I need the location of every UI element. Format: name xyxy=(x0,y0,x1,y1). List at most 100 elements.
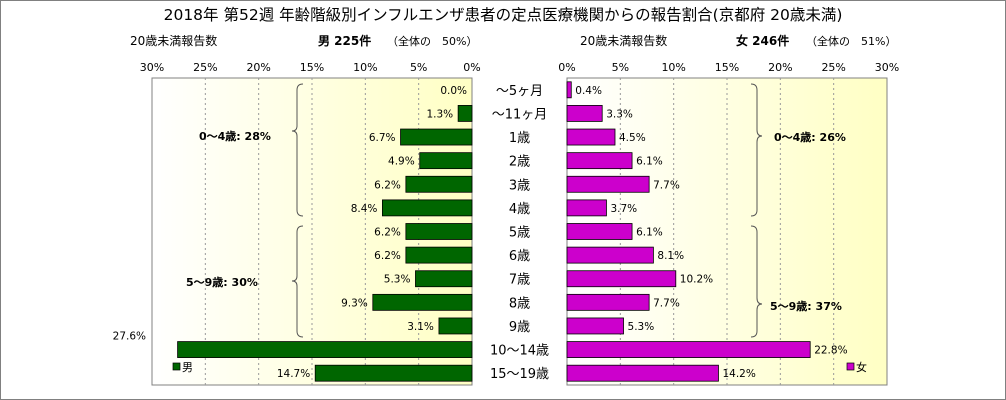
female-summary-share: （全体の 51%） xyxy=(806,34,896,48)
female-tick-label: 30% xyxy=(875,61,899,74)
female-data-label: 8.1% xyxy=(657,250,684,262)
male-data-label: 6.2% xyxy=(374,227,401,239)
male-tick-label: 10% xyxy=(353,61,377,74)
female-tick-label: 15% xyxy=(715,61,739,74)
category-label: 3歳 xyxy=(509,178,530,193)
category-labels: ～5ヶ月 ～11ヶ月 1歳 2歳 3歳 4歳 5歳 6歳 7歳 8歳 9歳 10～14歳 15～19歳 xyxy=(490,84,549,382)
female-data-label: 3.7% xyxy=(610,203,637,215)
legend-male-swatch xyxy=(172,362,181,371)
male-bracket-label-5-9: 5～9歳: 30% xyxy=(186,275,258,289)
female-data-label: 22.8% xyxy=(814,345,847,357)
female-bar xyxy=(566,152,633,170)
axis-tick-labels: 30% 25% 20% 15% 10% 5% 0% 0% 5% 10% 15% 20% 25% 30% xyxy=(140,61,899,74)
male-bar xyxy=(314,364,473,382)
male-bar xyxy=(372,293,473,311)
male-bracket-0-4 xyxy=(291,83,304,217)
male-bracket-5-9 xyxy=(291,225,304,338)
category-label: 6歳 xyxy=(509,249,530,264)
male-tick-label: 0% xyxy=(463,61,480,74)
female-bar xyxy=(566,105,603,122)
female-summary-label: 女 246件 xyxy=(736,33,789,48)
male-summary-share: （全体の 50%） xyxy=(387,34,477,48)
female-bracket-label-5-9: 5～9歳: 37% xyxy=(770,299,842,313)
male-data-label: 6.2% xyxy=(374,250,401,262)
female-bar xyxy=(566,175,650,193)
category-label: 8歳 xyxy=(509,296,530,311)
female-data-label: 0.4% xyxy=(575,85,602,97)
male-data-label: 6.2% xyxy=(374,179,401,191)
male-bar xyxy=(177,341,473,358)
female-data-label: 7.7% xyxy=(653,297,680,309)
female-bar xyxy=(566,270,677,288)
female-bar xyxy=(566,246,654,264)
female-bar xyxy=(566,317,624,335)
right-axis-caption: 20歳未満報告数 xyxy=(580,33,667,48)
male-bracket-label-0-4: 0～4歳: 28% xyxy=(199,129,271,143)
male-data-label: 8.4% xyxy=(351,203,378,215)
female-tick-label: 25% xyxy=(821,61,845,74)
female-tick-label: 10% xyxy=(661,61,685,74)
male-data-label: 1.3% xyxy=(426,108,453,120)
category-label: 1歳 xyxy=(509,131,530,146)
female-bracket-5-9 xyxy=(750,225,763,338)
legend-male-label: 男 xyxy=(182,361,193,374)
female-data-label: 3.3% xyxy=(606,108,633,120)
category-label: 2歳 xyxy=(509,155,530,170)
female-bar xyxy=(566,223,633,240)
chart-title: 2018年 第52週 年齢階級別インフルエンザ患者の定点医療機関からの報告割合(… xyxy=(164,6,843,24)
male-tick-label: 30% xyxy=(140,61,164,74)
male-bar xyxy=(438,317,473,335)
male-data-label: 27.6% xyxy=(113,331,146,343)
female-bar xyxy=(566,341,811,358)
category-label: 9歳 xyxy=(509,320,530,335)
category-label: 15～19歳 xyxy=(490,367,549,382)
male-bar xyxy=(381,199,473,217)
male-tick-label: 25% xyxy=(193,61,217,74)
male-data-label: 6.7% xyxy=(369,132,396,144)
male-data-label: 0.0% xyxy=(440,85,467,97)
female-bar xyxy=(566,199,607,217)
category-label: 10～14歳 xyxy=(490,344,549,359)
male-bar xyxy=(405,175,473,193)
male-bar xyxy=(405,223,473,240)
male-bar xyxy=(405,246,473,264)
female-bar xyxy=(566,81,572,99)
legend-female-label: 女 xyxy=(856,360,867,374)
male-data-label: 4.9% xyxy=(388,156,415,168)
category-label: ～5ヶ月 xyxy=(496,84,543,99)
female-data-label: 10.2% xyxy=(680,274,713,286)
female-bracket-label-0-4: 0～4歳: 26% xyxy=(774,130,846,144)
male-data-label: 5.3% xyxy=(384,274,411,286)
male-tick-label: 5% xyxy=(410,61,427,74)
category-label: 5歳 xyxy=(509,226,530,241)
male-tick-label: 20% xyxy=(246,61,270,74)
data-labels: 0.0% 0.4% 1.3% 3.3% 6.7% 4.5% 4.9% 6.1% 6.2% 7.7%… xyxy=(113,85,848,380)
female-bracket-0-4 xyxy=(750,83,763,217)
female-bar xyxy=(566,364,719,382)
category-label: 7歳 xyxy=(509,273,530,288)
legend-female-swatch xyxy=(846,362,855,371)
male-data-label: 3.1% xyxy=(407,321,434,333)
bars xyxy=(177,81,811,382)
male-tick-label: 15% xyxy=(300,61,324,74)
left-axis-caption: 20歳未満報告数 xyxy=(130,33,217,48)
male-bar xyxy=(419,152,473,170)
female-data-label: 4.5% xyxy=(619,132,646,144)
female-tick-label: 5% xyxy=(612,61,629,74)
category-label: ～11ヶ月 xyxy=(492,107,548,122)
female-tick-label: 0% xyxy=(558,61,575,74)
male-bar xyxy=(457,105,473,122)
male-bar xyxy=(400,128,473,146)
female-tick-label: 20% xyxy=(768,61,792,74)
male-data-label: 14.7% xyxy=(277,368,310,380)
male-summary-label: 男 225件 xyxy=(318,33,371,48)
female-bar xyxy=(566,293,650,311)
male-data-label: 9.3% xyxy=(341,297,368,309)
female-data-label: 6.1% xyxy=(636,227,663,239)
female-data-label: 7.7% xyxy=(653,179,680,191)
female-bar xyxy=(566,128,616,146)
female-data-label: 14.2% xyxy=(722,368,755,380)
female-data-label: 5.3% xyxy=(628,321,655,333)
category-label: 4歳 xyxy=(509,202,530,217)
